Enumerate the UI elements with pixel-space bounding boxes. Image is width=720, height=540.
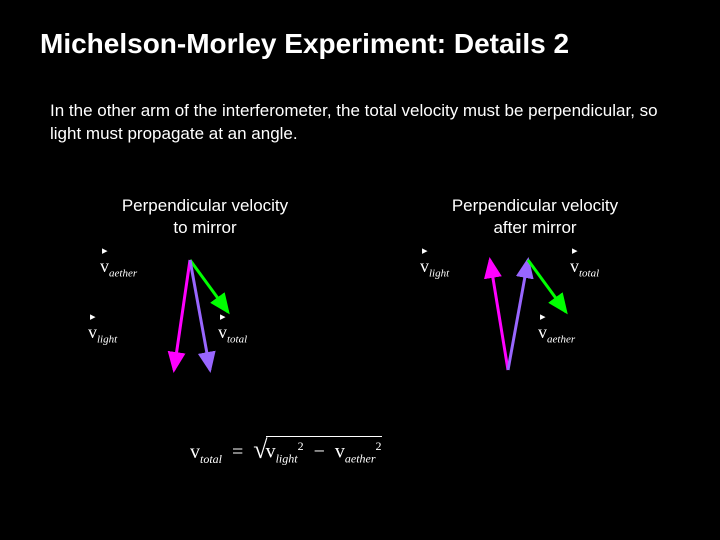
subtitle-right: Perpendicular velocity after mirror <box>435 195 635 239</box>
label-aether-left: ▸vaether <box>100 256 137 280</box>
page-title: Michelson-Morley Experiment: Details 2 <box>40 28 569 60</box>
body-text: In the other arm of the interferometer, … <box>50 100 670 146</box>
label-light-right: ▸vlight <box>420 256 449 280</box>
vector-light <box>174 260 190 370</box>
label-aether-right: ▸vaether <box>538 322 575 346</box>
label-light-left: ▸vlight <box>88 322 117 346</box>
diagram-left: ▸vaether ▸vlight ▸vtotal <box>110 250 310 400</box>
vector-aether <box>528 260 566 312</box>
subtitle-left: Perpendicular velocity to mirror <box>115 195 295 239</box>
vector-total <box>190 260 210 370</box>
diagram-right: ▸vlight ▸vtotal ▸vaether <box>430 250 650 400</box>
vectors-left <box>110 250 310 400</box>
equation: vtotal = √ vlight2 − vaether2 <box>190 435 382 467</box>
vector-total <box>508 260 528 370</box>
label-total-left: ▸vtotal <box>218 322 247 346</box>
label-total-right: ▸vtotal <box>570 256 599 280</box>
vector-light <box>490 260 508 370</box>
